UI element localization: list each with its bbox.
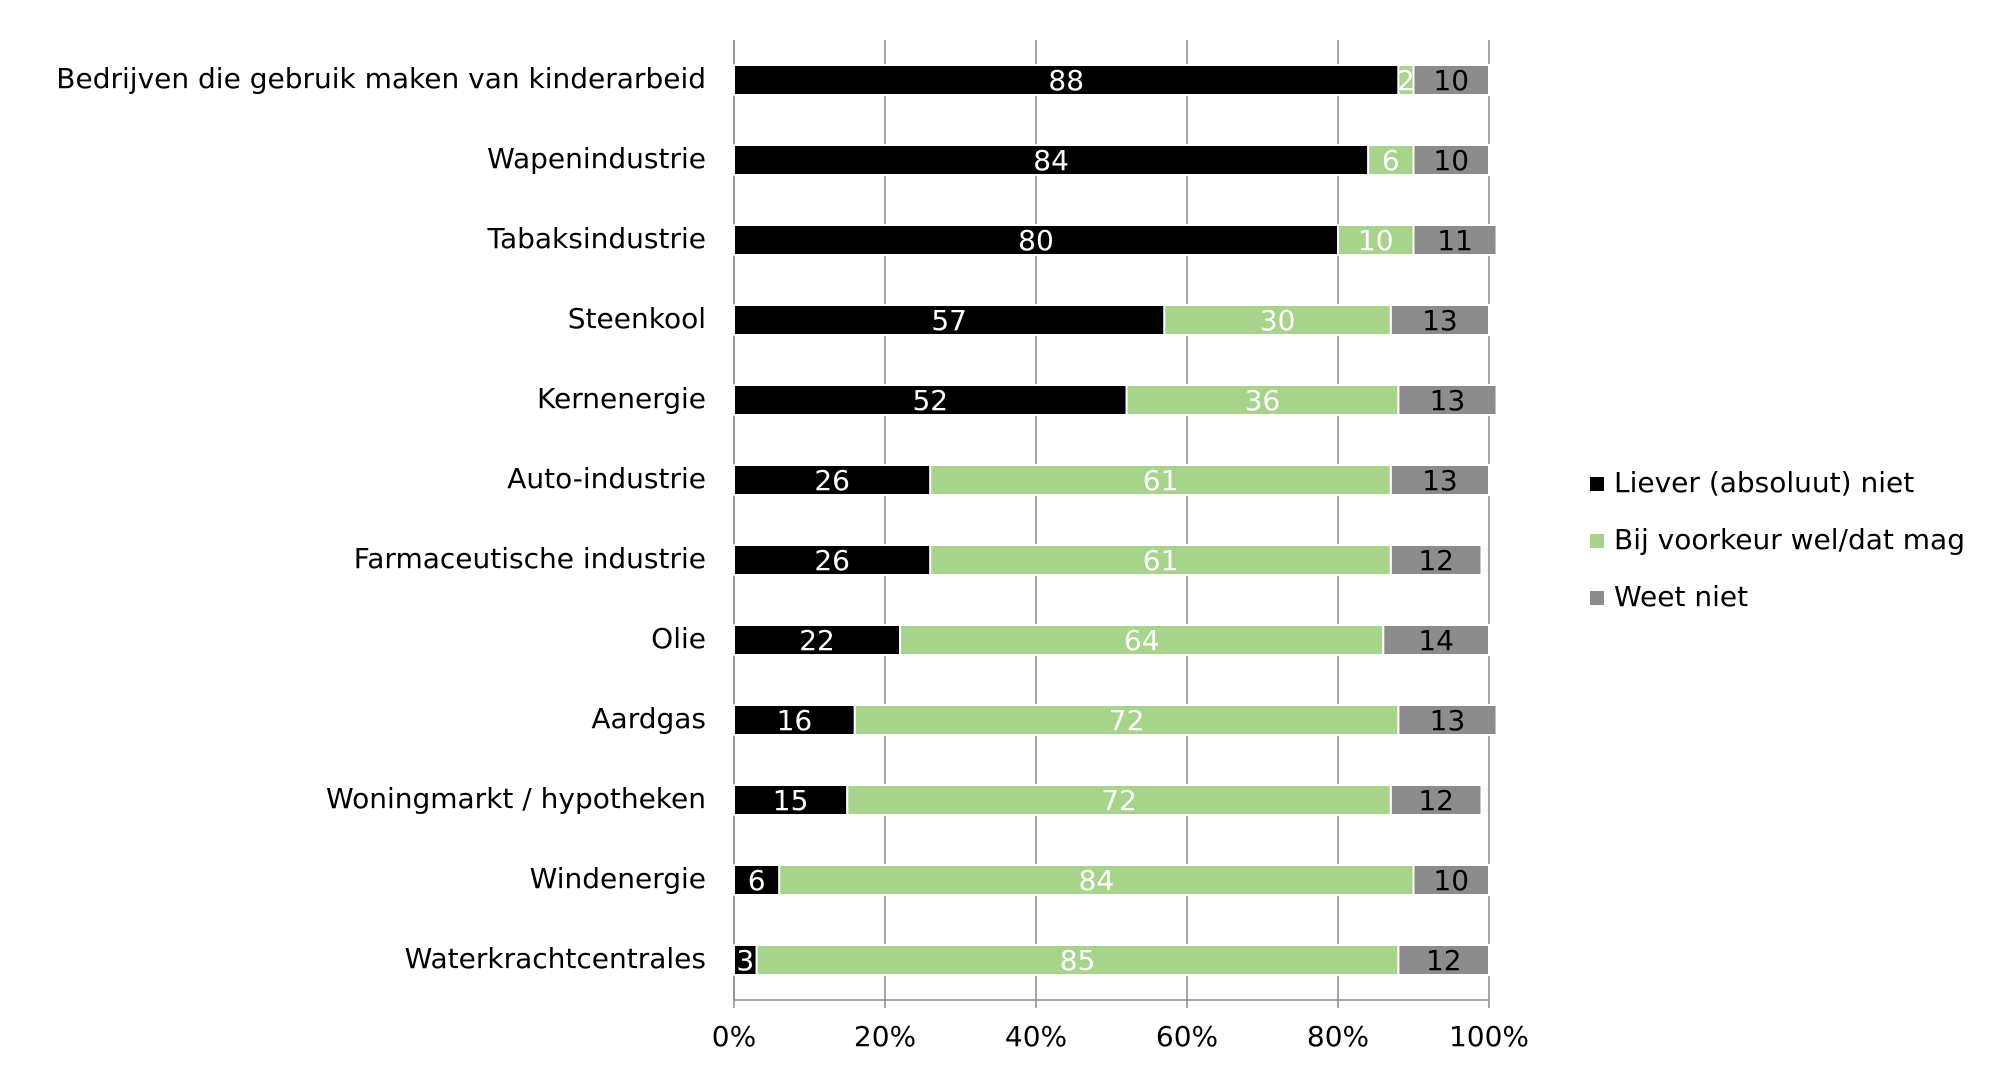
data-label: 88 (1048, 64, 1084, 97)
data-label: 10 (1433, 64, 1469, 97)
x-tick-label: 80% (1307, 1020, 1369, 1053)
bar-segment (1412, 144, 1490, 176)
bar-segment (1397, 384, 1498, 416)
data-label: 12 (1418, 784, 1454, 817)
data-label: 72 (1101, 784, 1137, 817)
bar-segment (733, 544, 932, 576)
bar-segment (733, 144, 1370, 176)
y-tick-label: Woningmarkt / hypotheken (326, 782, 706, 815)
bar-segment (929, 464, 1392, 496)
bar-segment (733, 624, 902, 656)
bar-segment (1412, 224, 1498, 256)
legend-swatch (1590, 591, 1604, 605)
data-label: 15 (773, 784, 809, 817)
data-label: 64 (1124, 624, 1160, 657)
data-label: 22 (799, 624, 835, 657)
data-label: 6 (748, 864, 766, 897)
data-label: 6 (1382, 144, 1400, 177)
y-tick-label: Windenergie (530, 862, 706, 895)
y-tick-label: Aardgas (591, 702, 706, 735)
bar-segment (1337, 224, 1415, 256)
data-label: 11 (1437, 224, 1473, 257)
data-label: 57 (931, 304, 967, 337)
data-label: 10 (1433, 144, 1469, 177)
legend-label: Weet niet (1614, 580, 1748, 613)
data-label: 13 (1422, 304, 1458, 337)
data-label: 10 (1433, 864, 1469, 897)
bar-segment (733, 304, 1166, 336)
data-label: 30 (1260, 304, 1296, 337)
bar-segment (1163, 304, 1392, 336)
data-label: 14 (1418, 624, 1454, 657)
legend-swatch (1590, 534, 1604, 548)
y-tick-label: Wapenindustrie (487, 142, 706, 175)
data-label: 61 (1143, 464, 1179, 497)
legend-label: Bij voorkeur wel/dat mag (1614, 523, 1965, 556)
data-label: 72 (1109, 704, 1145, 737)
bar-segment (1389, 464, 1490, 496)
bar-segment (853, 704, 1400, 736)
bar-segment (1389, 544, 1483, 576)
data-label: 80 (1018, 224, 1054, 257)
bar-segment (929, 544, 1392, 576)
data-label: 26 (814, 464, 850, 497)
data-label: 2 (1397, 64, 1415, 97)
x-tick-label: 0% (712, 1020, 756, 1053)
data-label: 36 (1245, 384, 1281, 417)
data-label: 85 (1060, 944, 1096, 977)
data-label: 84 (1033, 144, 1069, 177)
y-tick-label: Kernenergie (537, 382, 706, 415)
bar-segment (1397, 944, 1491, 976)
bar-segment (1412, 64, 1490, 96)
data-label: 52 (912, 384, 948, 417)
data-label: 26 (814, 544, 850, 577)
data-label: 12 (1418, 544, 1454, 577)
bar-segment (1412, 864, 1490, 896)
bar-segment (733, 704, 856, 736)
data-label: 84 (1079, 864, 1115, 897)
data-label: 3 (736, 944, 754, 977)
y-tick-label: Steenkool (568, 302, 706, 335)
data-label: 61 (1143, 544, 1179, 577)
x-tick-label: 60% (1156, 1020, 1218, 1053)
y-tick-label: Auto-industrie (507, 462, 706, 495)
x-tick-label: 40% (1005, 1020, 1067, 1053)
x-tick-label: 20% (854, 1020, 916, 1053)
y-tick-label: Tabaksindustrie (487, 222, 707, 255)
bar-segment (1397, 704, 1498, 736)
y-tick-label: Waterkrachtcentrales (405, 942, 706, 975)
data-label: 12 (1426, 944, 1462, 977)
bar-segment (733, 464, 932, 496)
y-tick-label: Bedrijven die gebruik maken van kinderar… (56, 62, 706, 95)
data-label: 13 (1422, 464, 1458, 497)
bar-segment (733, 784, 849, 816)
legend-label: Liever (absoluut) niet (1614, 466, 1914, 499)
data-label: 13 (1430, 704, 1466, 737)
data-label: 13 (1430, 384, 1466, 417)
y-tick-label: Farmaceutische industrie (354, 542, 706, 575)
bar-segment (899, 624, 1385, 656)
bar-segment (1389, 784, 1483, 816)
bar-segment (1382, 624, 1491, 656)
bar-segment (1389, 304, 1490, 336)
y-tick-label: Olie (651, 622, 706, 655)
data-label: 16 (777, 704, 813, 737)
legend-swatch (1590, 477, 1604, 491)
x-tick-label: 100% (1449, 1020, 1529, 1053)
data-label: 10 (1358, 224, 1394, 257)
